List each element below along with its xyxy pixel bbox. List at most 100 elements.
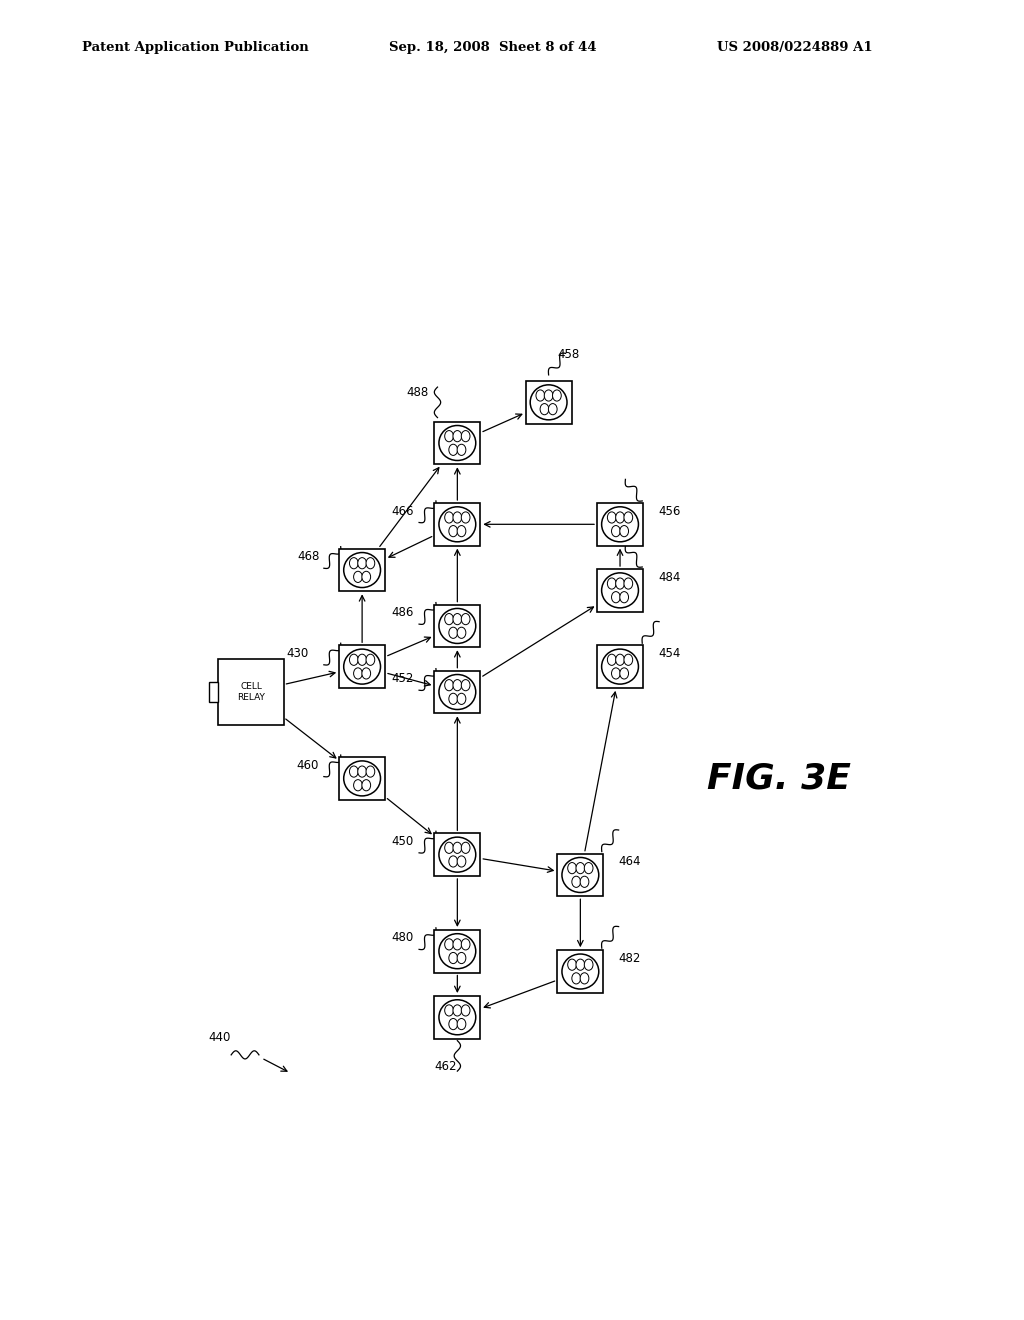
Ellipse shape xyxy=(344,553,381,587)
Circle shape xyxy=(349,557,358,569)
Bar xyxy=(525,381,571,424)
Circle shape xyxy=(444,842,454,854)
Text: 480: 480 xyxy=(391,932,414,945)
Text: 452: 452 xyxy=(391,672,414,685)
Ellipse shape xyxy=(344,649,381,684)
Bar xyxy=(339,758,385,800)
Text: FIG. 3E: FIG. 3E xyxy=(708,762,851,796)
Circle shape xyxy=(453,512,462,523)
Circle shape xyxy=(571,876,581,887)
Text: 456: 456 xyxy=(658,504,681,517)
Circle shape xyxy=(567,960,577,970)
Circle shape xyxy=(457,627,466,639)
Ellipse shape xyxy=(439,507,476,541)
Circle shape xyxy=(624,578,633,589)
Ellipse shape xyxy=(439,425,476,461)
Text: 466: 466 xyxy=(391,504,414,517)
Text: 440: 440 xyxy=(208,1031,230,1044)
Circle shape xyxy=(544,389,553,401)
Text: 450: 450 xyxy=(391,836,414,847)
Bar xyxy=(339,549,385,591)
Text: 454: 454 xyxy=(658,647,681,660)
Circle shape xyxy=(353,668,362,678)
Ellipse shape xyxy=(344,760,381,796)
Circle shape xyxy=(536,389,545,401)
Circle shape xyxy=(607,578,616,589)
Circle shape xyxy=(357,557,367,569)
Text: 458: 458 xyxy=(557,348,580,362)
Ellipse shape xyxy=(602,649,638,684)
Bar xyxy=(218,659,284,725)
Circle shape xyxy=(457,855,466,867)
Circle shape xyxy=(553,389,561,401)
Ellipse shape xyxy=(602,573,638,609)
Circle shape xyxy=(615,578,625,589)
Bar xyxy=(434,605,480,647)
Circle shape xyxy=(567,862,577,874)
Circle shape xyxy=(353,780,362,791)
Circle shape xyxy=(540,404,549,414)
Text: US 2008/0224889 A1: US 2008/0224889 A1 xyxy=(717,41,872,54)
Ellipse shape xyxy=(439,933,476,969)
Bar xyxy=(434,421,480,465)
Circle shape xyxy=(461,512,470,523)
Circle shape xyxy=(353,572,362,582)
Bar xyxy=(434,671,480,713)
Circle shape xyxy=(449,627,458,639)
Text: Patent Application Publication: Patent Application Publication xyxy=(82,41,308,54)
Circle shape xyxy=(615,512,625,523)
Circle shape xyxy=(449,1019,458,1030)
Bar xyxy=(557,854,603,896)
Circle shape xyxy=(575,862,585,874)
Bar xyxy=(339,645,385,688)
Circle shape xyxy=(615,655,625,665)
Circle shape xyxy=(444,614,454,624)
Text: 460: 460 xyxy=(296,759,318,772)
Text: 462: 462 xyxy=(434,1060,457,1073)
Circle shape xyxy=(361,668,371,678)
Circle shape xyxy=(585,862,593,874)
Bar xyxy=(434,833,480,876)
Circle shape xyxy=(611,591,621,603)
Circle shape xyxy=(457,1019,466,1030)
Bar xyxy=(557,950,603,993)
Circle shape xyxy=(620,668,629,678)
Circle shape xyxy=(444,512,454,523)
Circle shape xyxy=(444,939,454,950)
Circle shape xyxy=(453,842,462,854)
Ellipse shape xyxy=(439,999,476,1035)
Text: 486: 486 xyxy=(391,606,414,619)
Circle shape xyxy=(461,614,470,624)
Text: 488: 488 xyxy=(407,385,429,399)
Circle shape xyxy=(349,766,358,777)
Circle shape xyxy=(461,680,470,690)
Ellipse shape xyxy=(530,385,567,420)
Circle shape xyxy=(461,430,470,442)
Bar xyxy=(597,503,643,545)
Ellipse shape xyxy=(562,858,599,892)
Circle shape xyxy=(444,430,454,442)
Circle shape xyxy=(461,939,470,950)
Circle shape xyxy=(453,680,462,690)
Circle shape xyxy=(457,445,466,455)
Circle shape xyxy=(607,512,616,523)
Text: 484: 484 xyxy=(658,570,681,583)
Ellipse shape xyxy=(562,954,599,989)
Circle shape xyxy=(571,973,581,983)
Circle shape xyxy=(461,1005,470,1016)
Circle shape xyxy=(575,960,585,970)
Circle shape xyxy=(361,780,371,791)
Circle shape xyxy=(366,557,375,569)
Text: Sep. 18, 2008  Sheet 8 of 44: Sep. 18, 2008 Sheet 8 of 44 xyxy=(389,41,597,54)
Circle shape xyxy=(449,525,458,537)
Circle shape xyxy=(453,939,462,950)
Text: 482: 482 xyxy=(618,952,641,965)
Text: 468: 468 xyxy=(298,550,321,564)
Bar xyxy=(434,995,480,1039)
Circle shape xyxy=(453,614,462,624)
Circle shape xyxy=(366,655,375,665)
Bar xyxy=(597,645,643,688)
Ellipse shape xyxy=(439,837,476,873)
Circle shape xyxy=(585,960,593,970)
Ellipse shape xyxy=(602,507,638,541)
